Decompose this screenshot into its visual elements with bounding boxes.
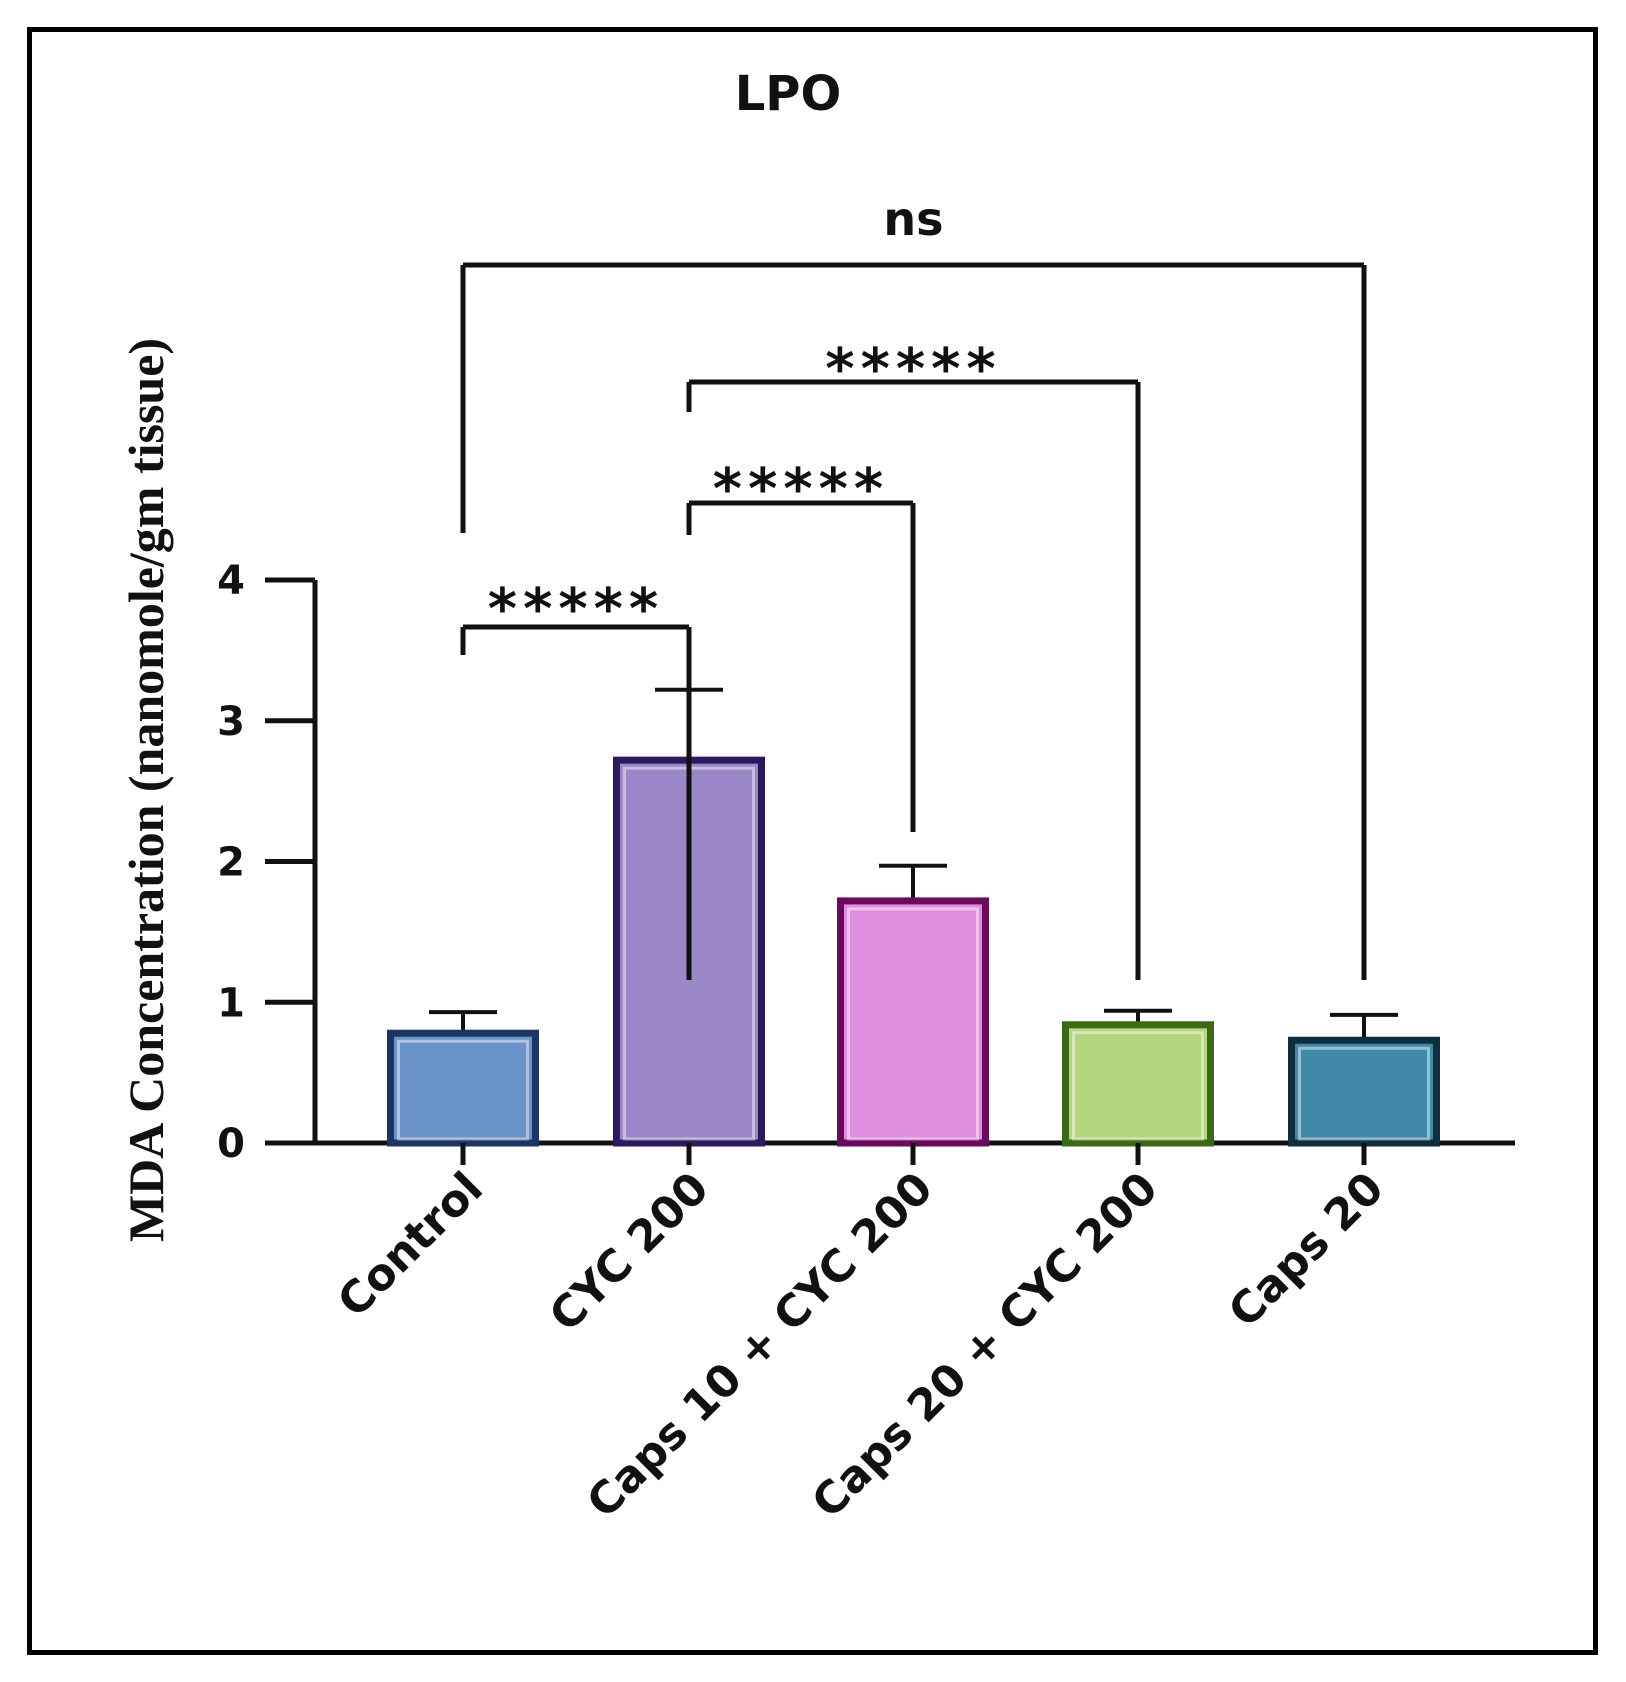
y-tick-label: 4 xyxy=(217,558,245,604)
bar xyxy=(837,897,989,1147)
significance-label: ***** xyxy=(713,457,889,522)
significance-label: ns xyxy=(883,192,943,246)
bar-highlight xyxy=(1298,1046,1430,1141)
x-tick-label: CYC 200 xyxy=(540,1163,719,1342)
bar xyxy=(387,1029,539,1147)
y-tick-label: 2 xyxy=(217,840,245,886)
significance-label: ***** xyxy=(825,337,1001,402)
chart-title: LPO xyxy=(735,66,842,122)
y-tick-label: 0 xyxy=(217,1121,245,1167)
bar-highlight xyxy=(847,907,979,1141)
significance-label: ***** xyxy=(488,577,664,642)
bar xyxy=(1062,1021,1214,1147)
bar xyxy=(1288,1036,1440,1147)
y-tick-label: 3 xyxy=(217,699,245,745)
x-tick-label: Control xyxy=(328,1163,493,1328)
x-tick-label: Caps 20 xyxy=(1219,1163,1394,1338)
bar-highlight xyxy=(397,1039,529,1141)
figure-frame xyxy=(27,27,1598,1655)
y-axis-label: MDA Concentration (nanomole/gm tissue) xyxy=(118,338,174,1242)
bar-highlight xyxy=(1072,1031,1204,1141)
y-tick-label: 1 xyxy=(217,980,245,1026)
